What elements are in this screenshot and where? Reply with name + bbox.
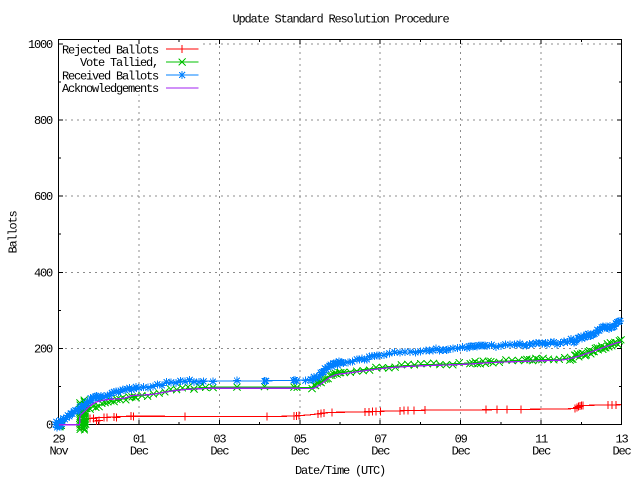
svg-text:13: 13	[615, 433, 628, 447]
svg-text:Dec: Dec	[210, 445, 229, 459]
svg-text:Date/Time (UTC): Date/Time (UTC)	[295, 464, 385, 478]
svg-text:Nov: Nov	[49, 445, 68, 459]
svg-text:0: 0	[46, 419, 53, 433]
svg-text:Dec: Dec	[130, 445, 149, 459]
svg-text:Dec: Dec	[452, 445, 471, 459]
svg-text:07: 07	[374, 433, 387, 447]
svg-text:1000: 1000	[28, 38, 53, 52]
svg-text:Dec: Dec	[291, 445, 310, 459]
svg-text:Vote Tallied,: Vote Tallied,	[80, 56, 158, 70]
svg-text:Dec: Dec	[532, 445, 551, 459]
svg-text:09: 09	[455, 433, 468, 447]
svg-text:29: 29	[52, 433, 65, 447]
svg-text:Acknowledgements: Acknowledgements	[62, 82, 159, 96]
svg-text:11: 11	[535, 433, 548, 447]
svg-text:600: 600	[34, 190, 53, 204]
svg-text:Ballots: Ballots	[7, 211, 21, 254]
svg-text:Dec: Dec	[371, 445, 390, 459]
svg-text:01: 01	[133, 433, 146, 447]
svg-text:800: 800	[34, 114, 53, 128]
svg-text:03: 03	[213, 433, 226, 447]
svg-text:Dec: Dec	[612, 445, 631, 459]
svg-text:05: 05	[294, 433, 307, 447]
svg-text:Update Standard Resolution Pro: Update Standard Resolution Procedure	[232, 13, 449, 27]
svg-text:400: 400	[34, 266, 53, 280]
svg-text:Rejected Ballots: Rejected Ballots	[62, 44, 159, 58]
svg-text:200: 200	[34, 342, 53, 356]
svg-text:Received Ballots: Received Ballots	[62, 69, 159, 83]
